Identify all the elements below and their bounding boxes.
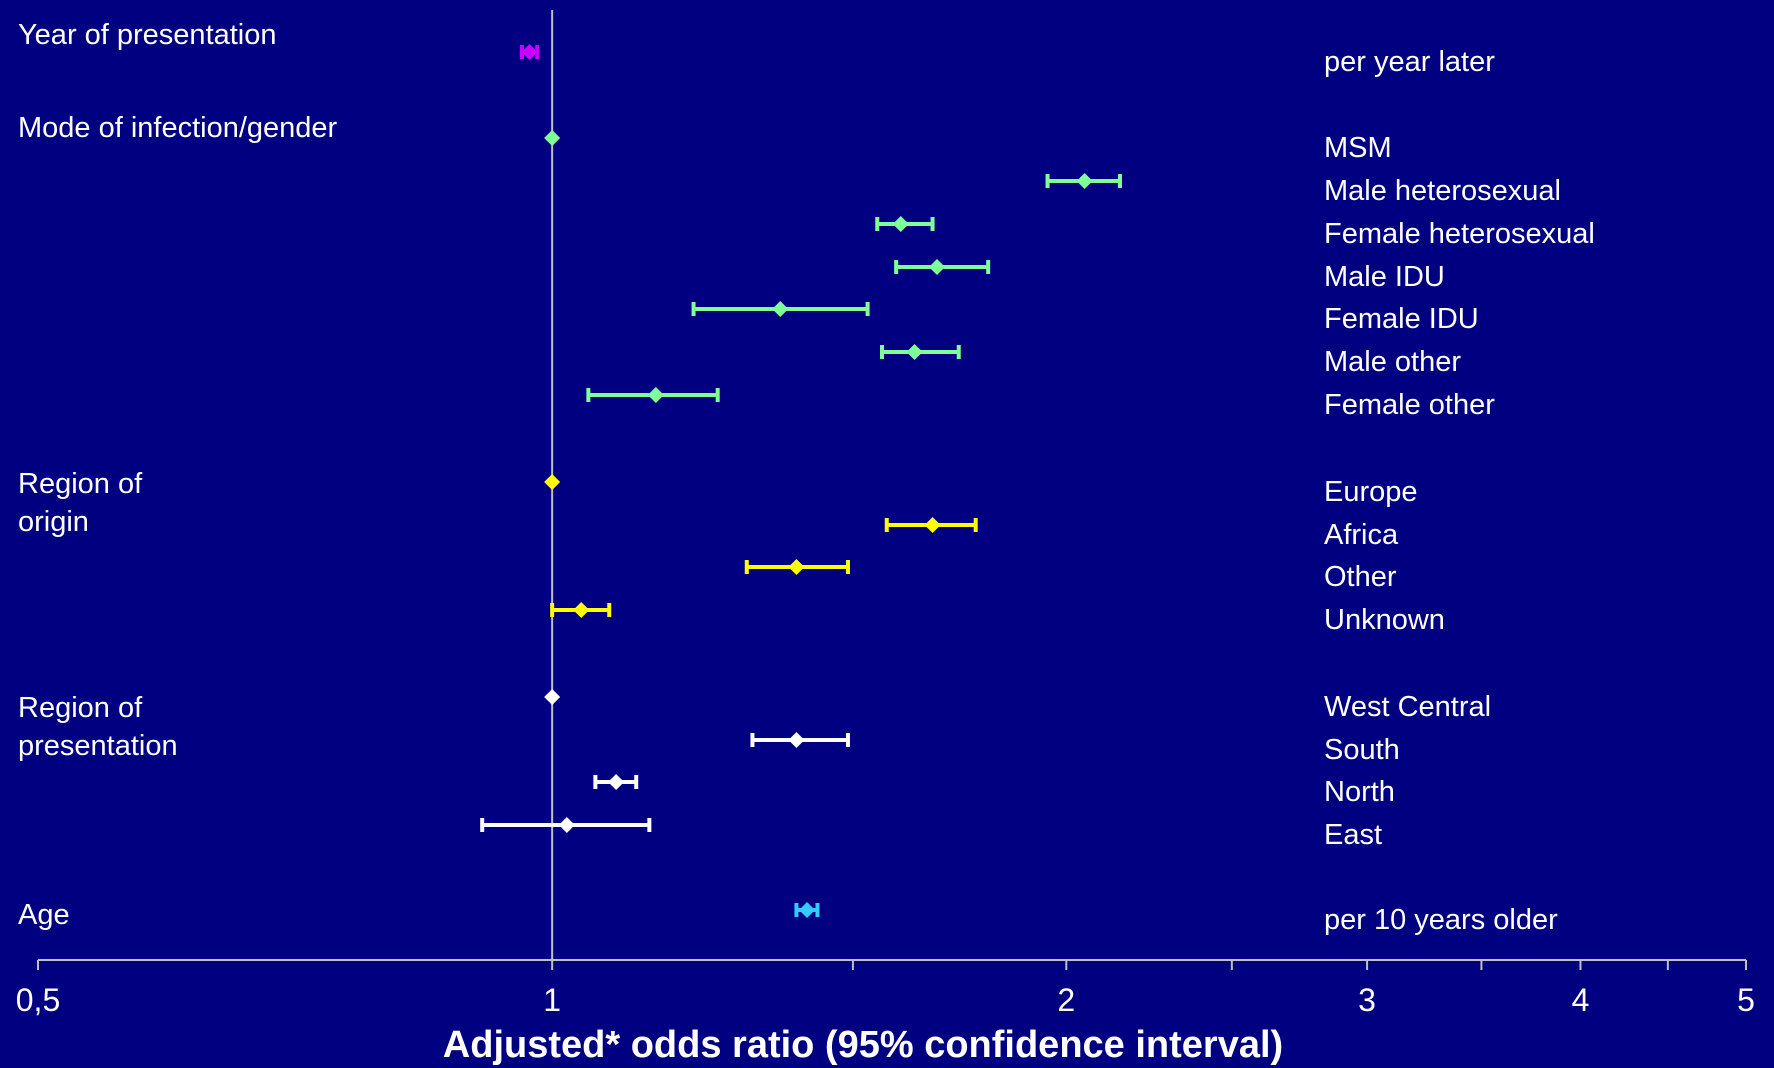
row-label: South — [1324, 734, 1400, 766]
row-label: per 10 years older — [1324, 904, 1558, 936]
row-label: Female heterosexual — [1324, 218, 1595, 250]
group-label: Age — [18, 899, 70, 931]
row-label: Other — [1324, 561, 1397, 593]
row-label: Male IDU — [1324, 261, 1445, 293]
row-label: Female other — [1324, 389, 1495, 421]
point-estimate — [799, 902, 816, 918]
row-label: MSM — [1324, 132, 1392, 164]
point-estimate — [1076, 173, 1093, 189]
row-label: Male heterosexual — [1324, 175, 1561, 207]
row-label: Female IDU — [1324, 303, 1479, 335]
point-estimate — [558, 817, 575, 833]
point-estimate — [788, 732, 805, 748]
point-estimate — [544, 689, 561, 705]
group-label: Year of presentation — [18, 19, 277, 51]
point-estimate — [573, 602, 590, 618]
group-label: Region of origin — [18, 468, 143, 538]
group-label: Region of presentation — [18, 692, 178, 762]
x-tick-label: 4 — [1572, 982, 1590, 1018]
row-label: Male other — [1324, 346, 1461, 378]
row-label: North — [1324, 776, 1395, 808]
x-axis-label: Adjusted* odds ratio (95% confidence int… — [443, 1024, 1283, 1066]
row-label: East — [1324, 819, 1382, 851]
point-estimate — [544, 474, 561, 490]
point-estimate — [608, 774, 625, 790]
point-estimate — [521, 44, 538, 60]
point-estimate — [928, 259, 945, 275]
row-label: Africa — [1324, 519, 1399, 551]
x-tick-label: 2 — [1057, 982, 1075, 1018]
point-estimate — [647, 387, 664, 403]
x-tick-label: 1 — [543, 982, 561, 1018]
x-tick-label: 0,5 — [16, 982, 60, 1018]
point-estimate — [772, 301, 789, 317]
row-label: Europe — [1324, 476, 1418, 508]
point-estimate — [544, 130, 561, 146]
x-tick-label: 5 — [1737, 982, 1755, 1018]
row-label: per year later — [1324, 46, 1495, 78]
row-label: West Central — [1324, 691, 1491, 723]
point-estimate — [906, 344, 923, 360]
point-estimate — [788, 559, 805, 575]
point-estimate — [892, 216, 909, 232]
row-label: Unknown — [1324, 604, 1445, 636]
point-estimate — [924, 517, 941, 533]
x-tick-label: 3 — [1358, 982, 1376, 1018]
group-label: Mode of infection/gender — [18, 112, 338, 144]
